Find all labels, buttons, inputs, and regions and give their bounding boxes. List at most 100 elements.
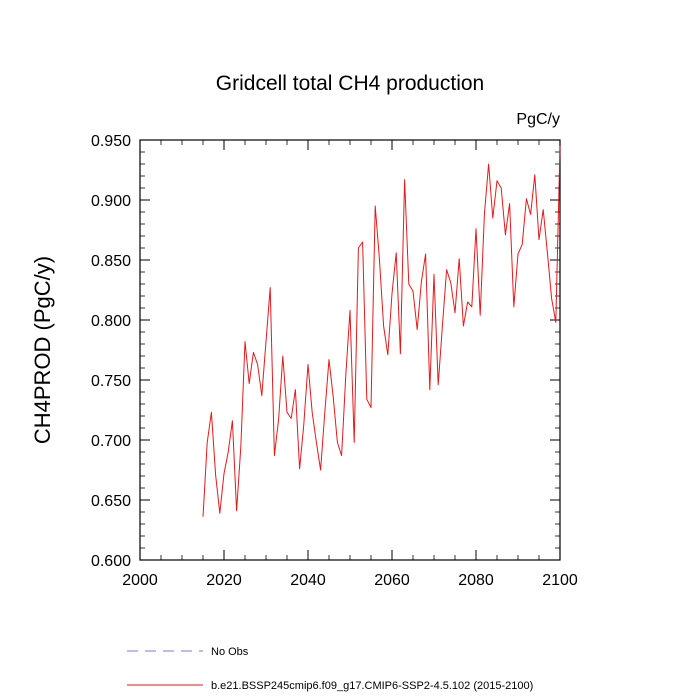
data-point	[541, 208, 545, 212]
data-point	[235, 509, 239, 513]
data-point	[205, 441, 209, 445]
data-point	[222, 472, 226, 476]
data-point	[344, 373, 348, 377]
data-point	[268, 286, 272, 290]
data-point	[428, 388, 432, 392]
series-layer	[201, 144, 562, 519]
data-point	[554, 321, 558, 325]
data-point	[373, 204, 377, 208]
data-point	[210, 411, 214, 415]
data-point	[537, 238, 541, 242]
data-point	[226, 450, 230, 454]
data-point	[201, 515, 205, 519]
data-point	[474, 227, 478, 231]
data-point	[441, 324, 445, 328]
data-point	[239, 445, 243, 449]
data-point	[218, 511, 222, 515]
data-point	[403, 178, 407, 182]
data-point	[466, 300, 470, 304]
data-point	[453, 311, 457, 315]
data-point	[558, 144, 562, 148]
data-point	[256, 363, 260, 367]
series-line-1	[202, 145, 561, 517]
data-point	[273, 454, 277, 458]
y-tick-label: 0.600	[91, 553, 131, 570]
data-point	[550, 297, 554, 301]
data-point	[352, 441, 356, 445]
y-axis-label: CH4PROD (PgC/y)	[30, 256, 55, 444]
data-point	[285, 411, 289, 415]
legend: No Obs b.e21.BSSP245cmip6.f09_g17.CMIP6-S…	[127, 646, 533, 692]
y-tick-label: 0.900	[91, 193, 131, 210]
data-point	[399, 352, 403, 356]
data-point	[302, 423, 306, 427]
data-point	[331, 395, 335, 399]
data-point	[340, 454, 344, 458]
y-tick-label: 0.850	[91, 253, 131, 270]
y-tick-label: 0.950	[91, 133, 131, 150]
x-tick-label: 2060	[374, 572, 410, 589]
data-point	[386, 353, 390, 357]
x-tick-label: 2020	[206, 572, 242, 589]
data-point	[231, 419, 235, 423]
data-point	[310, 411, 314, 415]
data-point	[319, 468, 323, 472]
data-point	[499, 186, 503, 190]
data-point	[294, 388, 298, 392]
x-tick-label: 2080	[458, 572, 494, 589]
data-point	[252, 351, 256, 355]
data-point	[420, 280, 424, 284]
data-point	[365, 397, 369, 401]
data-point	[323, 411, 327, 415]
data-point	[214, 473, 218, 477]
y-tick-label: 0.750	[91, 373, 131, 390]
data-point	[369, 406, 373, 410]
data-point	[327, 358, 331, 362]
data-point	[525, 197, 529, 201]
data-point	[508, 202, 512, 206]
data-point	[357, 246, 361, 250]
axis-ticks: 2000 2020 2040 2060 2080 2100 0.600 0.650 0.700 0…	[91, 133, 578, 589]
data-point	[407, 282, 411, 286]
data-point	[315, 441, 319, 445]
data-point	[516, 252, 520, 256]
x-tick-label: 2100	[542, 572, 578, 589]
data-point	[298, 467, 302, 471]
data-point	[264, 340, 268, 344]
y-tick-label: 0.650	[91, 493, 131, 510]
data-point	[260, 394, 264, 398]
data-point	[520, 243, 524, 247]
data-point	[449, 281, 453, 285]
data-point	[462, 324, 466, 328]
units-label: PgC/y	[516, 111, 560, 128]
data-point	[487, 162, 491, 166]
y-tick-label: 0.800	[91, 313, 131, 330]
data-point	[495, 179, 499, 183]
data-point	[289, 417, 293, 421]
data-point	[378, 257, 382, 261]
data-point	[424, 252, 428, 256]
data-point	[470, 305, 474, 309]
data-point	[546, 251, 550, 255]
data-point	[348, 309, 352, 313]
data-point	[504, 233, 508, 237]
data-point	[436, 383, 440, 387]
data-point	[529, 213, 533, 217]
data-point	[478, 313, 482, 317]
data-point	[457, 257, 461, 261]
y-tick-label: 0.700	[91, 433, 131, 450]
chart-title: Gridcell total CH4 production	[216, 72, 484, 95]
data-point	[491, 216, 495, 220]
data-point	[382, 324, 386, 328]
data-point	[281, 354, 285, 358]
plot-frame	[139, 139, 561, 561]
legend-label-0: No Obs	[211, 646, 249, 658]
data-point	[306, 363, 310, 367]
data-point	[415, 328, 419, 332]
data-point	[277, 418, 281, 422]
data-point	[390, 292, 394, 296]
data-point	[361, 240, 365, 244]
data-point	[512, 305, 516, 309]
data-point	[432, 273, 436, 277]
data-point	[411, 289, 415, 293]
